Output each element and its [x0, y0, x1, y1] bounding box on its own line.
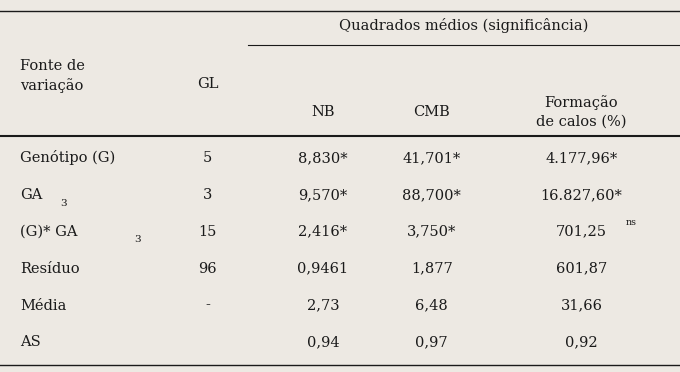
- Text: Fonte de
variação: Fonte de variação: [20, 60, 85, 93]
- Text: 0,94: 0,94: [307, 336, 339, 349]
- Text: 0,92: 0,92: [565, 336, 598, 349]
- Text: ns: ns: [626, 218, 636, 227]
- Text: 0,97: 0,97: [415, 336, 448, 349]
- Text: GA: GA: [20, 188, 43, 202]
- Text: Resíduo: Resíduo: [20, 262, 80, 276]
- Text: NB: NB: [311, 105, 335, 119]
- Text: CMB: CMB: [413, 105, 450, 119]
- Text: 31,66: 31,66: [560, 298, 602, 312]
- Text: GL: GL: [197, 77, 218, 91]
- Text: 3: 3: [135, 235, 141, 244]
- Text: 1,877: 1,877: [411, 262, 453, 276]
- Text: 15: 15: [198, 225, 217, 239]
- Text: 16.827,60*: 16.827,60*: [541, 188, 622, 202]
- Text: 2,73: 2,73: [307, 298, 339, 312]
- Text: 4.177,96*: 4.177,96*: [545, 151, 617, 165]
- Text: 3: 3: [60, 199, 67, 208]
- Text: 2,416*: 2,416*: [299, 225, 347, 239]
- Text: 88,700*: 88,700*: [403, 188, 461, 202]
- Text: 9,570*: 9,570*: [299, 188, 347, 202]
- Text: AS: AS: [20, 336, 41, 349]
- Text: 96: 96: [198, 262, 217, 276]
- Text: (G)* GA: (G)* GA: [20, 225, 78, 239]
- Text: -: -: [205, 298, 210, 312]
- Text: Formação
de calos (%): Formação de calos (%): [536, 95, 627, 128]
- Text: 701,25: 701,25: [556, 225, 607, 239]
- Text: 601,87: 601,87: [556, 262, 607, 276]
- Text: 3: 3: [203, 188, 212, 202]
- Text: Quadrados médios (significância): Quadrados médios (significância): [339, 18, 589, 33]
- Text: 8,830*: 8,830*: [299, 151, 347, 165]
- Text: Genótipo (G): Genótipo (G): [20, 150, 116, 166]
- Text: 0,9461: 0,9461: [297, 262, 349, 276]
- Text: 5: 5: [203, 151, 212, 165]
- Text: Média: Média: [20, 298, 67, 312]
- Text: 3,750*: 3,750*: [407, 225, 456, 239]
- Text: 41,701*: 41,701*: [403, 151, 461, 165]
- Text: 6,48: 6,48: [415, 298, 448, 312]
